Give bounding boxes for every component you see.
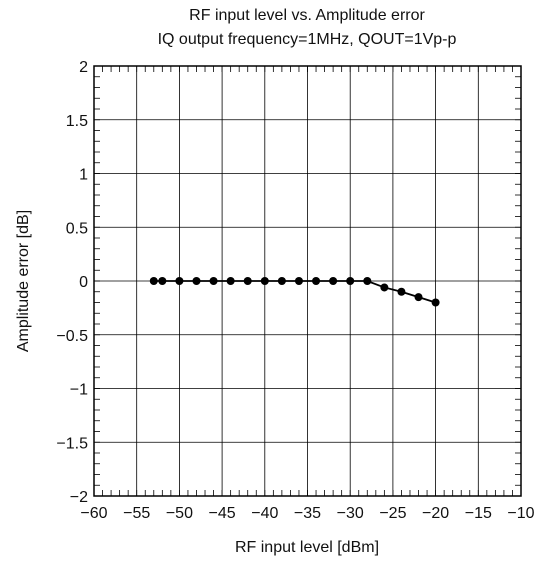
plot-area-frame <box>93 65 522 497</box>
x-tick-label: −35 <box>294 505 321 522</box>
y-axis-label: Amplitude error [dB] <box>15 210 32 352</box>
data-point <box>329 277 338 285</box>
data-point <box>226 277 235 285</box>
data-point <box>158 277 167 285</box>
data-point <box>363 277 372 285</box>
data-point <box>346 277 355 285</box>
data-point <box>243 277 252 285</box>
data-point <box>431 298 440 307</box>
chart-title: RF input level vs. Amplitude error <box>189 7 425 24</box>
x-tick-label: −10 <box>507 505 534 522</box>
x-tick-label: −60 <box>80 505 107 522</box>
data-point <box>414 293 423 302</box>
data-point <box>294 277 303 285</box>
data-point <box>209 277 218 285</box>
x-tick-label: −45 <box>209 505 236 522</box>
y-tick-labels: −2 −1.5 −1 −0.5 0 0.5 1 1.5 2 <box>56 59 88 506</box>
y-tick-label: 1.5 <box>66 113 88 130</box>
data-point <box>277 277 286 285</box>
minor-ticks <box>94 66 521 496</box>
x-tick-label: −55 <box>123 505 150 522</box>
x-tick-label: −30 <box>337 505 364 522</box>
x-tick-label: −15 <box>465 505 492 522</box>
x-tick-labels: −60 −55 −50 −45 −40 −35 −30 −25 −20 −15 −10 <box>80 505 534 522</box>
data-point <box>380 283 389 292</box>
y-tick-label: −1 <box>70 382 88 399</box>
data-point <box>260 277 269 285</box>
y-tick-label: −0.5 <box>56 328 88 345</box>
data-point <box>175 277 184 285</box>
data-point <box>397 287 406 296</box>
data-point <box>192 277 201 285</box>
data-point <box>312 277 321 285</box>
y-tick-label: 1 <box>79 167 88 184</box>
data-point <box>149 277 158 285</box>
x-tick-label: −25 <box>379 505 406 522</box>
y-tick-label: −1.5 <box>56 435 88 452</box>
y-tick-label: 0 <box>79 274 88 291</box>
y-tick-label: 2 <box>79 59 88 76</box>
x-axis-label: RF input level [dBm] <box>235 539 379 556</box>
y-tick-label: −2 <box>70 489 88 506</box>
chart-subtitle: IQ output frequency=1MHz, QOUT=1Vp-p <box>158 31 457 48</box>
x-tick-label: −20 <box>422 505 449 522</box>
series-layer <box>149 277 440 307</box>
y-tick-label: 0.5 <box>66 220 88 237</box>
x-tick-label: −40 <box>251 505 278 522</box>
x-tick-label: −50 <box>166 505 193 522</box>
